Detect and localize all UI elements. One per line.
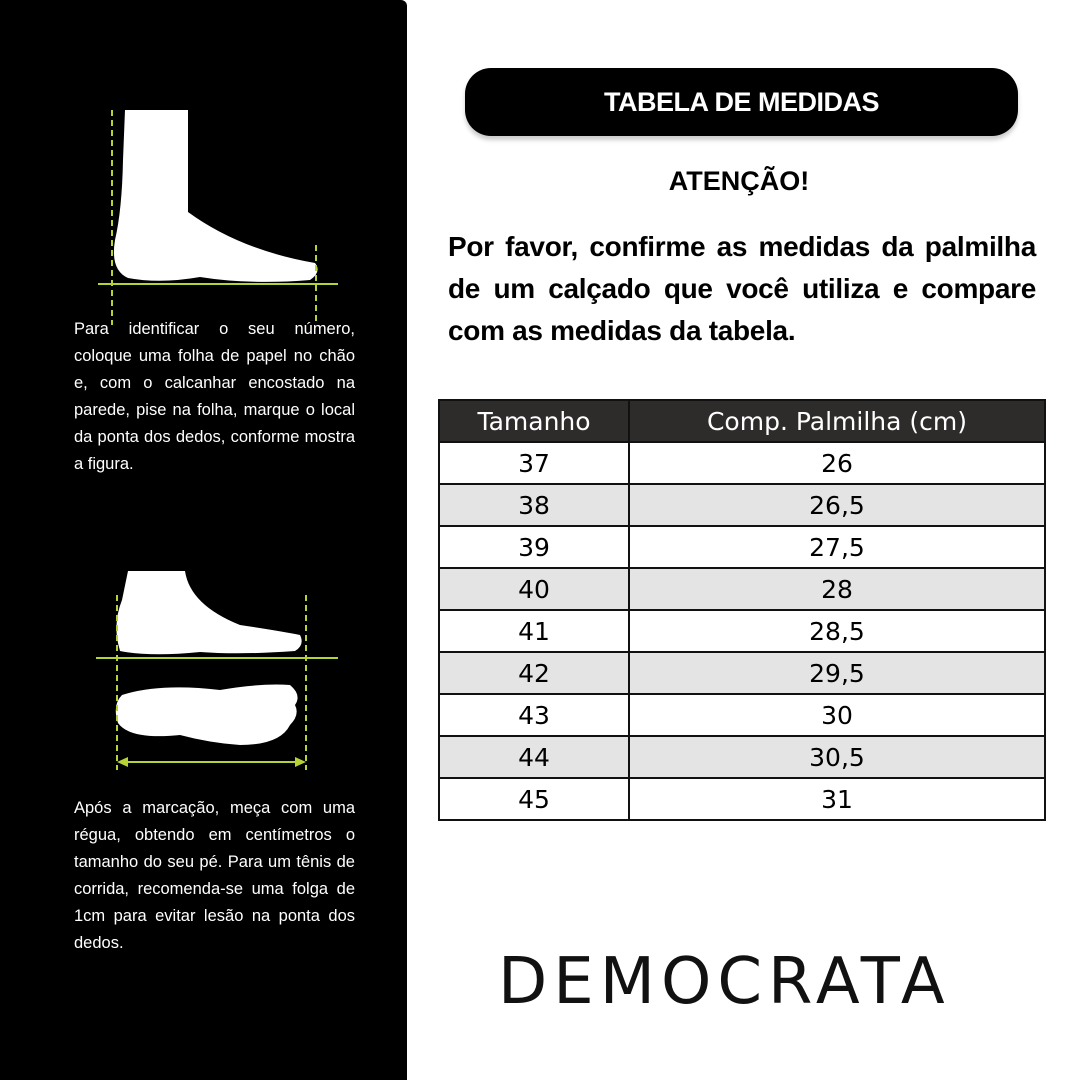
table-row: 45 31: [438, 777, 1046, 821]
table-header-row: Tamanho Comp. Palmilha (cm): [438, 399, 1046, 443]
length-cell: 28: [628, 567, 1046, 611]
table-row: 41 28,5: [438, 609, 1046, 653]
size-cell: 39: [438, 525, 630, 569]
size-cell: 42: [438, 651, 630, 695]
length-cell: 28,5: [628, 609, 1046, 653]
size-cell: 45: [438, 777, 630, 821]
length-cell: 27,5: [628, 525, 1046, 569]
length-cell: 30: [628, 693, 1046, 737]
table-row: 40 28: [438, 567, 1046, 611]
attention-heading: ATENÇÃO!: [668, 166, 810, 196]
instruction-text-2: Após a marcação, meça com uma régua, obt…: [74, 799, 355, 952]
size-cell: 44: [438, 735, 630, 779]
size-cell: 37: [438, 441, 630, 485]
page-title: TABELA DE MEDIDAS: [465, 68, 1018, 136]
length-cell: 26: [628, 441, 1046, 485]
column-header: Comp. Palmilha (cm): [628, 399, 1046, 443]
brand-logo: DEMOCRATA: [498, 945, 951, 1019]
length-cell: 29,5: [628, 651, 1046, 695]
length-cell: 30,5: [628, 735, 1046, 779]
foot-measure-figure-icon: [96, 571, 338, 770]
instruction-text-1: Para identificar o seu número, coloque u…: [74, 320, 355, 473]
size-cell: 43: [438, 693, 630, 737]
table-row: 44 30,5: [438, 735, 1046, 779]
table-row: 42 29,5: [438, 651, 1046, 695]
size-table: Tamanho Comp. Palmilha (cm) 37 26 38 26,5 39…: [438, 399, 1046, 821]
size-cell: 40: [438, 567, 630, 611]
length-cell: 26,5: [628, 483, 1046, 527]
length-cell: 31: [628, 777, 1046, 821]
table-row: 38 26,5: [438, 483, 1046, 527]
intro-text: Por favor, confirme as medidas da palmil…: [448, 231, 1036, 346]
table-row: 43 30: [438, 693, 1046, 737]
table-row: 39 27,5: [438, 525, 1046, 569]
size-cell: 38: [438, 483, 630, 527]
table-row: 37 26: [438, 441, 1046, 485]
instructions-panel: Para identificar o seu número, coloque u…: [0, 0, 407, 1080]
column-header: Tamanho: [438, 399, 630, 443]
foot-side-figure-icon: [98, 110, 338, 325]
size-cell: 41: [438, 609, 630, 653]
